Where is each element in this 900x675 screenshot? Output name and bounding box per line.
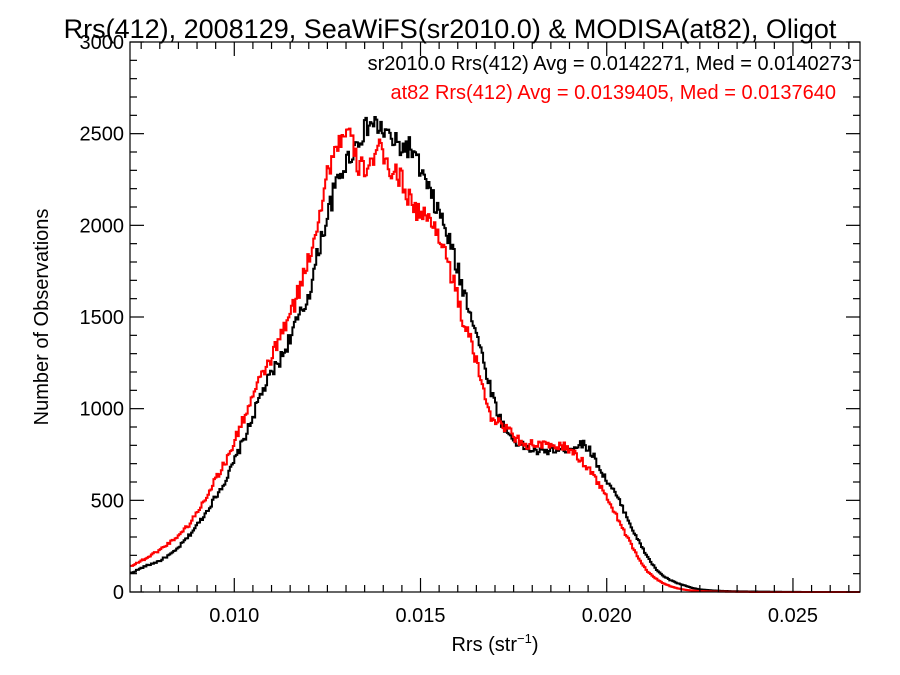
series-layer: [130, 116, 860, 593]
x-tick-label: 0.020: [582, 605, 632, 627]
plot-frame: [129, 41, 861, 593]
y-tick-label: 2000: [80, 215, 125, 237]
x-axis-label: Rrs (str−1): [451, 631, 538, 656]
series-line-at82: [130, 127, 860, 593]
tick-layer: 0.010 0.015 0.020 0.025 0 500 1000 1500 2000 2500…: [80, 32, 860, 627]
legend-entry-at82: at82 Rrs(412) Avg = 0.0139405, Med = 0.0…: [390, 82, 836, 104]
x-tick-label: 0.025: [768, 605, 818, 627]
y-tick-label: 1500: [80, 307, 125, 329]
x-tick-label: 0.010: [209, 605, 259, 627]
x-axis-label-sup: −1: [517, 631, 532, 646]
y-tick-label: 0: [113, 582, 124, 604]
x-axis-label-main: Rrs (str: [451, 634, 517, 656]
y-tick-label: 1000: [80, 399, 125, 421]
y-tick-label: 3000: [80, 32, 125, 54]
series-line-sr2010-0: [130, 116, 860, 593]
y-tick-label: 2500: [80, 124, 125, 146]
legend-entry-sr2010: sr2010.0 Rrs(412) Avg = 0.0142271, Med =…: [368, 53, 852, 75]
y-axis-label: Number of Observations: [31, 209, 53, 426]
x-tick-label: 0.015: [395, 605, 445, 627]
plot-area: 0.010 0.015 0.020 0.025 0 500 1000 1500 2000 2500…: [80, 32, 861, 627]
legend: sr2010.0 Rrs(412) Avg = 0.0142271, Med =…: [368, 53, 852, 104]
x-axis-label-end: ): [532, 634, 539, 656]
chart-title: Rrs(412), 2008129, SeaWiFS(sr2010.0) & M…: [64, 14, 837, 44]
y-tick-label: 500: [91, 490, 124, 512]
